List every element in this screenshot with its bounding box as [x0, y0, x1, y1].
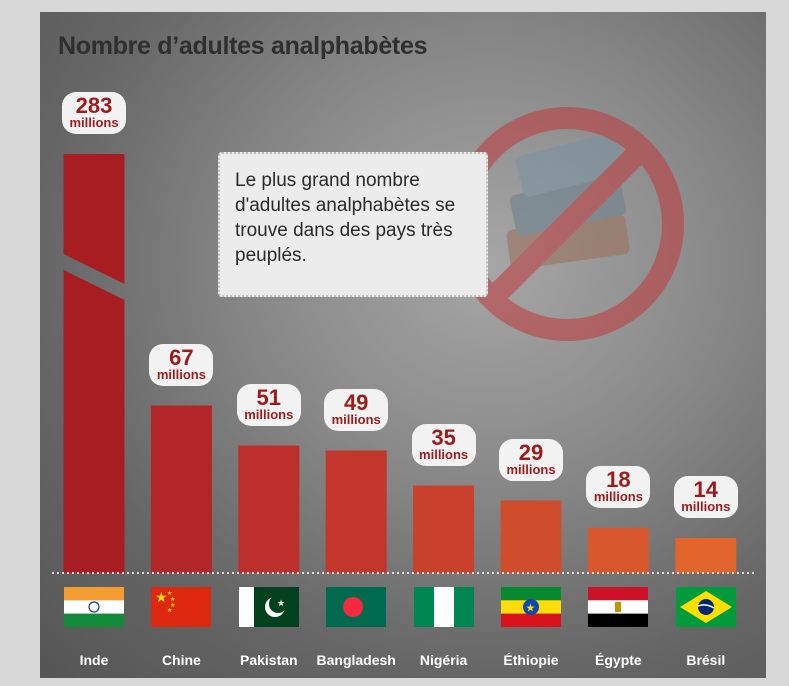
no-books-icon	[450, 107, 684, 341]
value-number: 283	[75, 93, 113, 118]
bar-nigeria	[413, 485, 475, 573]
svg-text:★: ★	[277, 598, 285, 608]
svg-text:★: ★	[170, 602, 175, 609]
svg-text:★: ★	[526, 603, 536, 615]
value-unit: millions	[156, 366, 206, 382]
value-label-inde: 283 millions	[62, 92, 126, 134]
nigeria-flag	[413, 587, 474, 627]
chart-title: Nombre d’adultes analphabètes	[58, 32, 428, 60]
bar-pakistan	[238, 445, 300, 573]
value-number: 18	[606, 467, 631, 492]
value-label-bresil: 14 millions	[673, 476, 738, 518]
value-unit: millions	[331, 411, 381, 427]
country-label-pakistan: Pakistan	[240, 652, 298, 668]
value-label-chine: 67 millions	[149, 343, 214, 386]
value-unit: millions	[69, 115, 119, 130]
bangladesh-flag	[326, 587, 387, 627]
value-number: 51	[256, 384, 282, 410]
value-label-pakistan: 51 millions	[236, 383, 301, 426]
svg-text:★: ★	[167, 590, 172, 597]
value-number: 67	[169, 344, 194, 370]
value-label-nigeria: 35 millions	[411, 423, 476, 466]
value-unit: millions	[244, 406, 294, 422]
value-unit: millions	[419, 446, 469, 462]
country-label-bangladesh: Bangladesh	[316, 652, 396, 668]
value-number: 14	[693, 477, 719, 502]
egypt-flag	[588, 587, 649, 627]
annotation-note: Le plus grand nombre d'adultes analphabè…	[218, 152, 488, 297]
pakistan-flag: ★	[238, 587, 299, 627]
svg-text:★: ★	[170, 596, 175, 603]
value-label-ethiopie: 29 millions	[499, 438, 563, 481]
value-unit: millions	[681, 499, 731, 514]
ethiopia-flag: ★	[501, 587, 561, 627]
chart-panel: Nombre d’adultes analphabètes Le plus gr…	[40, 12, 766, 678]
bar-bresil	[675, 538, 737, 573]
value-unit: millions	[506, 461, 556, 477]
bar-inde-upper	[63, 154, 125, 284]
country-label-nigeria: Nigéria	[419, 652, 468, 668]
bar-inde	[63, 270, 125, 573]
china-flag: ★ ★ ★ ★ ★	[151, 587, 212, 627]
value-number: 35	[431, 424, 456, 450]
country-label-inde: Inde	[79, 652, 109, 668]
india-flag	[64, 587, 124, 627]
bar-egypte	[587, 528, 649, 573]
svg-text:★: ★	[167, 607, 172, 614]
value-number: 29	[518, 439, 544, 465]
value-label-bangladesh: 49 millions	[324, 388, 389, 431]
bar-ethiopie	[500, 500, 562, 573]
country-label-ethiopie: Éthiopie	[503, 652, 559, 668]
brazil-flag	[675, 587, 736, 627]
bar-chine	[150, 405, 212, 573]
svg-text:★: ★	[155, 589, 168, 605]
country-label-chine: Chine	[161, 652, 201, 668]
value-number: 49	[343, 389, 369, 415]
chart	[52, 107, 754, 574]
country-label-bresil: Brésil	[686, 652, 726, 668]
value-unit: millions	[593, 489, 643, 504]
value-label-egypte: 18 millions	[586, 466, 651, 508]
country-label-egypte: Égypte	[595, 652, 642, 668]
bar-bangladesh	[325, 450, 387, 573]
